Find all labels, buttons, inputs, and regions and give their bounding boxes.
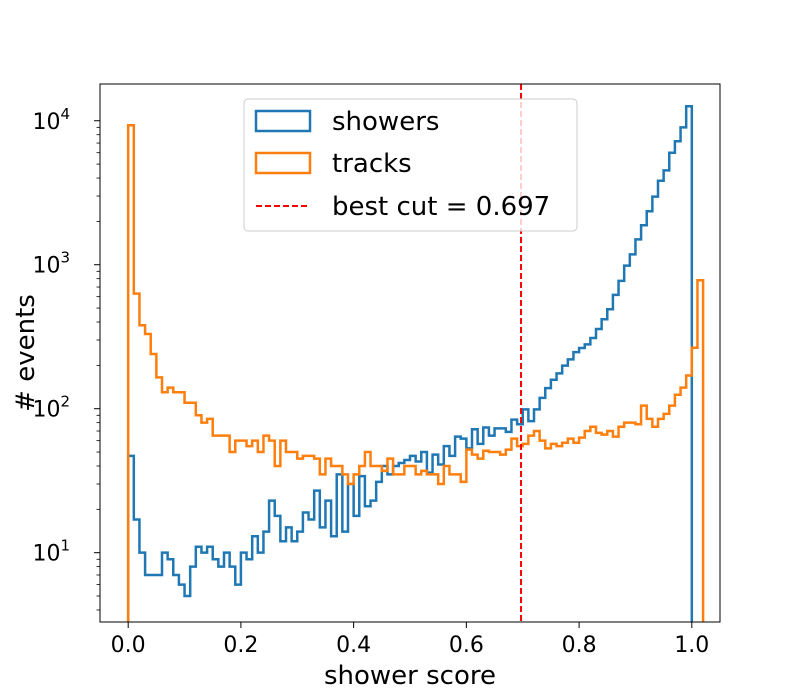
x-tick-label: 1.0 [674, 633, 709, 658]
x-tick-label: 0.0 [111, 633, 146, 658]
legend-label-best-cut: best cut = 0.697 [332, 192, 550, 222]
y-tick-label: 101 [32, 537, 70, 567]
x-tick-label: 0.8 [562, 633, 597, 658]
x-axis-label: shower score [324, 661, 496, 691]
histogram-tracks [126, 124, 705, 622]
legend: showers tracks best cut = 0.697 [243, 98, 578, 232]
legend-label-tracks: tracks [332, 149, 412, 179]
plot-frame [99, 83, 721, 623]
legend-swatch-tracks [254, 151, 312, 175]
x-tick-label: 0.2 [223, 633, 258, 658]
x-tick-label: 0.4 [336, 633, 371, 658]
legend-box [243, 98, 578, 232]
y-tick-label: 104 [32, 105, 70, 135]
y-tick-label: 102 [32, 393, 70, 423]
legend-label-showers: showers [332, 107, 439, 137]
y-axis-label: # events [11, 294, 41, 412]
x-tick-label: 0.6 [449, 633, 484, 658]
histogram-showers [126, 105, 694, 622]
legend-swatch-showers [254, 109, 312, 133]
y-tick-label: 103 [32, 249, 70, 279]
